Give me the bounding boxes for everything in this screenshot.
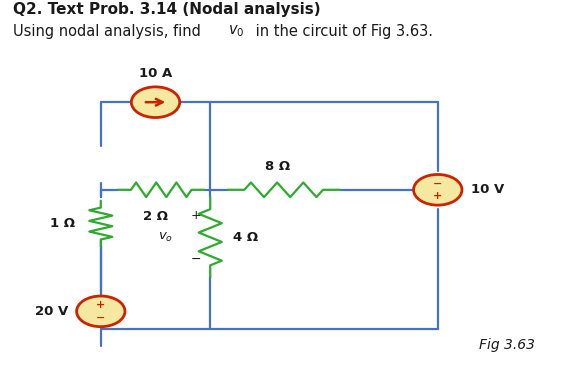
Text: +: + [191,209,201,222]
Text: in the circuit of Fig 3.63.: in the circuit of Fig 3.63. [251,24,433,39]
Text: 2 Ω: 2 Ω [143,210,168,223]
Text: +: + [433,191,442,201]
Text: 10 A: 10 A [139,66,172,80]
Text: 10 V: 10 V [471,183,504,196]
Text: −: − [96,313,105,323]
Text: Q2. Text Prob. 3.14 (Nodal analysis): Q2. Text Prob. 3.14 (Nodal analysis) [13,2,320,17]
Text: $v_o$: $v_o$ [158,231,173,244]
Text: Fig 3.63: Fig 3.63 [479,338,535,352]
Text: $v_0$: $v_0$ [228,24,244,39]
Text: 4 Ω: 4 Ω [233,231,259,244]
Ellipse shape [77,296,125,327]
Ellipse shape [131,87,180,118]
Text: 8 Ω: 8 Ω [266,160,290,173]
Ellipse shape [414,174,462,205]
Text: −: − [433,178,442,188]
Text: +: + [96,300,105,310]
Text: 1 Ω: 1 Ω [50,217,75,230]
Text: −: − [191,253,201,266]
Text: 20 V: 20 V [35,305,68,318]
Text: Using nodal analysis, find: Using nodal analysis, find [13,24,205,39]
